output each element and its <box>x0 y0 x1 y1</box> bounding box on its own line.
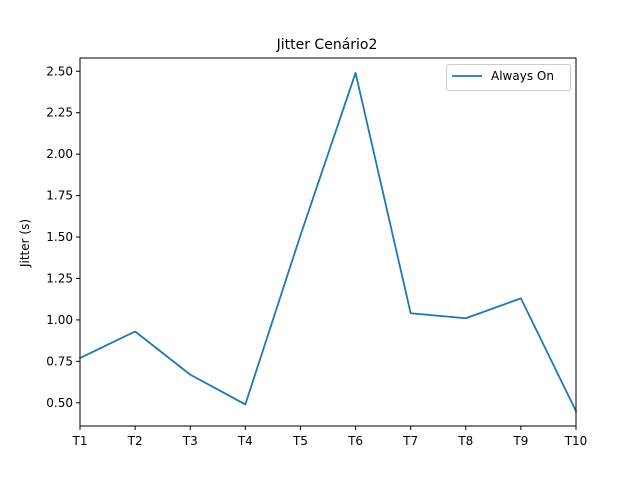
series-line-0 <box>78 72 578 413</box>
x-tick-label-t3: T3 <box>182 434 198 448</box>
x-tick-label-t1: T1 <box>72 434 88 448</box>
y-tick-label-0.75: 0.75 <box>46 354 73 368</box>
y-tick-label-2.50: 2.50 <box>46 64 73 78</box>
legend-label-always-on: Always On <box>491 69 554 83</box>
y-tick-label-1.75: 1.75 <box>46 189 73 203</box>
x-tick-label-t6: T6 <box>347 434 363 448</box>
x-tick-label-t10: T10 <box>564 434 588 448</box>
x-tick-label-t7: T7 <box>402 434 418 448</box>
x-tick-label-t5: T5 <box>292 434 308 448</box>
legend: Always On <box>446 64 571 91</box>
y-tick-label-2.00: 2.00 <box>46 147 73 161</box>
y-tick-label-1.00: 1.00 <box>46 313 73 327</box>
y-tick-label-1.50: 1.50 <box>46 230 73 244</box>
axes-frame <box>79 57 577 427</box>
plot-area: T1 T2 T3 T4 T5 T6 T7 T8 T9 T10 0.50 0.75 1.00 1.25 1.5… <box>46 57 588 448</box>
chart-title: Jitter Cenário2 <box>276 37 378 53</box>
legend-frame <box>446 64 571 91</box>
x-tick-label-t9: T9 <box>512 434 528 448</box>
y-axis-label: Jitter (s) <box>18 219 32 268</box>
x-tick-label-t4: T4 <box>237 434 253 448</box>
y-tick-label-0.50: 0.50 <box>46 396 73 410</box>
y-tick-label-1.25: 1.25 <box>46 271 73 285</box>
x-tick-label-t8: T8 <box>457 434 473 448</box>
y-tick-label-2.25: 2.25 <box>46 106 73 120</box>
x-tick-label-t2: T2 <box>127 434 143 448</box>
